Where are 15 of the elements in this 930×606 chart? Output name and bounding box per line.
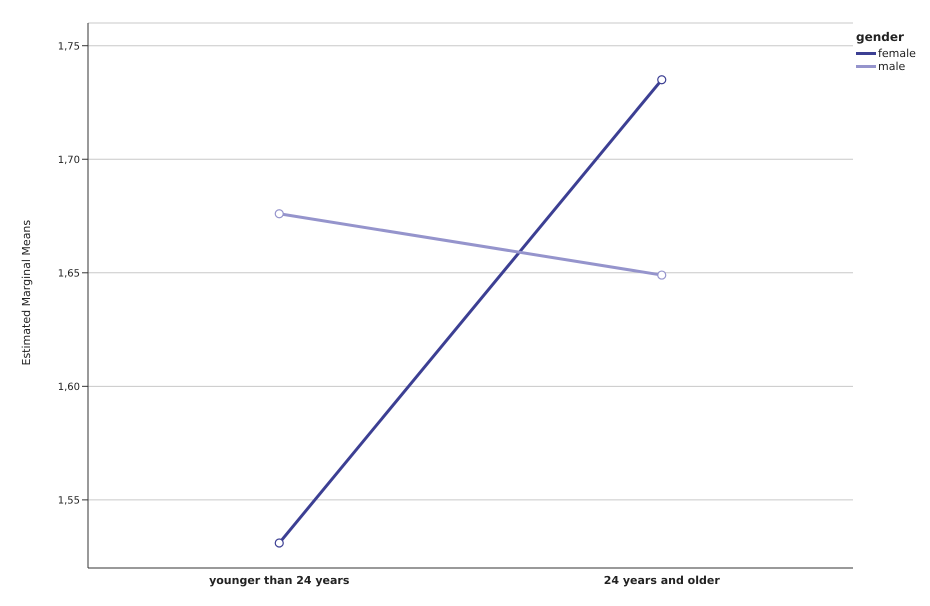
- point: [274, 538, 284, 548]
- x-tick-label: 24 years and older: [604, 574, 720, 587]
- point: [657, 75, 666, 84]
- y-tick-label: 1,65: [58, 268, 80, 280]
- x-tick-label: younger than 24 years: [209, 574, 350, 587]
- point: [657, 270, 666, 280]
- y-tick-label: 1,55: [58, 495, 80, 506]
- legend-label: male: [877, 60, 906, 73]
- legend-title: gender: [856, 30, 905, 44]
- y-tick-label: 1,75: [58, 41, 80, 52]
- point: [274, 209, 284, 218]
- y-tick-label: 1,70: [58, 154, 80, 166]
- y-axis-title: Estimated Marginal Means: [20, 220, 33, 366]
- y-tick-label: 1,60: [58, 382, 80, 393]
- legend-label: female: [877, 47, 916, 60]
